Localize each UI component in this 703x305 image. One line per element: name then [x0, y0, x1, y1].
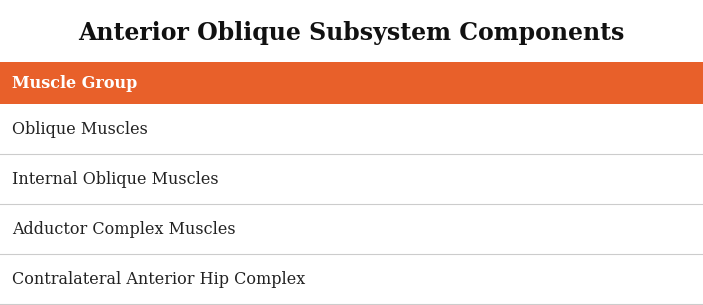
Bar — [0, 62, 703, 104]
Text: Contralateral Anterior Hip Complex: Contralateral Anterior Hip Complex — [12, 271, 305, 288]
Text: Oblique Muscles: Oblique Muscles — [12, 120, 148, 138]
Bar — [0, 204, 703, 254]
Bar — [0, 254, 703, 304]
Bar — [0, 154, 703, 204]
Text: Adductor Complex Muscles: Adductor Complex Muscles — [12, 221, 236, 238]
Text: Internal Oblique Muscles: Internal Oblique Muscles — [12, 170, 219, 188]
Text: Anterior Oblique Subsystem Components: Anterior Oblique Subsystem Components — [78, 21, 625, 45]
Text: Muscle Group: Muscle Group — [12, 74, 137, 92]
Bar — [0, 104, 703, 154]
